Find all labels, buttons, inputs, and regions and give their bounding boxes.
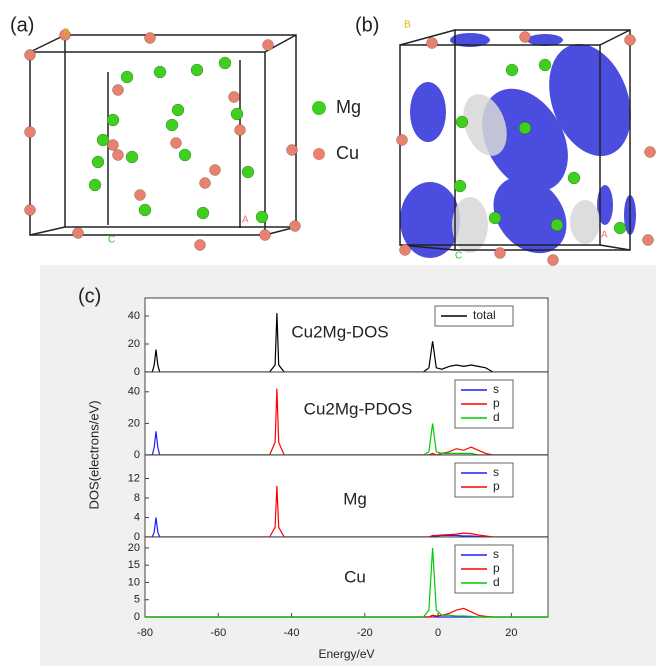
y-tick-label: 40: [128, 310, 140, 322]
legend-label: d: [493, 410, 500, 424]
y-tick-label: 15: [128, 559, 140, 571]
y-tick-label: 20: [128, 417, 140, 429]
x-tick-label: 0: [435, 627, 441, 639]
y-tick-label: 5: [134, 594, 140, 606]
annotation: Cu2Mg-PDOS: [304, 399, 413, 418]
legend-label: total: [473, 308, 496, 322]
y-tick-label: 0: [134, 611, 140, 623]
corner-label: C: [455, 251, 462, 262]
y-tick-label: 4: [134, 511, 140, 523]
y-tick-label: 40: [128, 386, 140, 398]
x-axis-label: Energy/eV: [318, 647, 374, 661]
x-tick-label: -60: [210, 627, 226, 639]
x-tick-label: -40: [284, 627, 300, 639]
legend-label: p: [493, 396, 500, 410]
panel-label: (b): [355, 14, 379, 36]
y-tick-label: 12: [128, 472, 140, 484]
corner-label: C: [108, 235, 115, 246]
legend-label: s: [493, 547, 499, 561]
y-axis-label: DOS(electrons/eV): [86, 400, 101, 509]
y-tick-label: 20: [128, 542, 140, 554]
y-tick-label: 20: [128, 338, 140, 350]
corner-label: B: [63, 28, 70, 39]
legend-label: Mg: [336, 97, 361, 117]
legend-label: p: [493, 479, 500, 493]
legend-label: s: [493, 465, 499, 479]
legend-label: Cu: [336, 143, 359, 163]
annotation: Cu: [344, 567, 366, 586]
corner-label: B: [404, 20, 411, 31]
panel-label: (a): [10, 14, 34, 36]
x-tick-label: -80: [137, 627, 153, 639]
x-tick-label: 20: [505, 627, 517, 639]
y-tick-label: 0: [134, 366, 140, 378]
annotation: Cu2Mg-DOS: [291, 322, 388, 341]
annotation: Mg: [343, 489, 367, 508]
corner-label: A: [242, 215, 249, 226]
legend-label: d: [493, 575, 500, 589]
legend-label: p: [493, 561, 500, 575]
legend-swatch: [312, 101, 326, 115]
y-tick-label: 10: [128, 576, 140, 588]
legend-swatch: [313, 148, 325, 160]
figure: (a) B A C Mg Cu (b) B A C (c) 02040Cu2Mg…: [0, 0, 656, 666]
legend-box: [455, 463, 513, 497]
isosurfaces: [400, 33, 646, 268]
panel-label: (c): [78, 285, 101, 307]
atoms-a: [25, 30, 301, 251]
corner-label: A: [601, 230, 608, 241]
cell-a: [30, 35, 296, 235]
y-tick-label: 0: [134, 449, 140, 461]
legend-label: s: [493, 382, 499, 396]
y-tick-label: 8: [134, 492, 140, 504]
x-tick-label: -20: [357, 627, 373, 639]
